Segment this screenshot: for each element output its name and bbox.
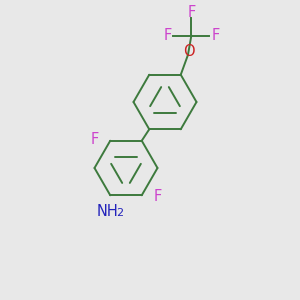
Text: O: O — [183, 44, 195, 59]
Text: F: F — [211, 28, 219, 43]
Text: 2: 2 — [116, 208, 123, 218]
Text: F: F — [187, 5, 195, 20]
Text: NH: NH — [96, 204, 118, 219]
Text: F: F — [153, 189, 161, 204]
Text: F: F — [91, 132, 99, 147]
Text: F: F — [163, 28, 171, 43]
